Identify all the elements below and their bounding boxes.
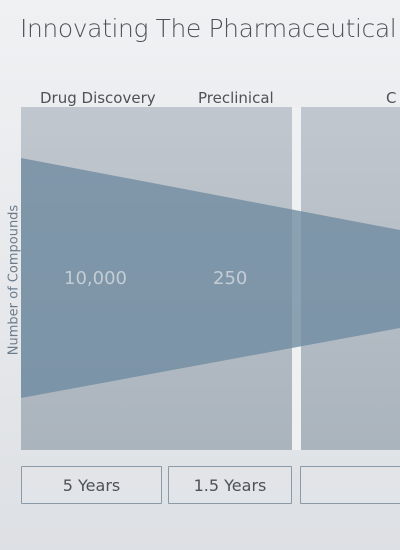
stage-label-clinical: C bbox=[386, 89, 397, 107]
compound-count-preclinical: 250 bbox=[213, 268, 248, 289]
funnel-shape bbox=[21, 158, 400, 398]
stage-label-preclinical: Preclinical bbox=[198, 89, 274, 107]
compound-count-discovery: 10,000 bbox=[64, 268, 127, 289]
duration-discovery: 5 Years bbox=[21, 466, 162, 504]
diagram-title: Innovating The Pharmaceutical Bus bbox=[20, 14, 400, 43]
duration-clinical bbox=[300, 466, 400, 504]
stage-label-drug-discovery: Drug Discovery bbox=[40, 89, 156, 107]
y-axis-label: Number of Compounds bbox=[6, 204, 22, 356]
duration-preclinical: 1.5 Years bbox=[168, 466, 292, 504]
